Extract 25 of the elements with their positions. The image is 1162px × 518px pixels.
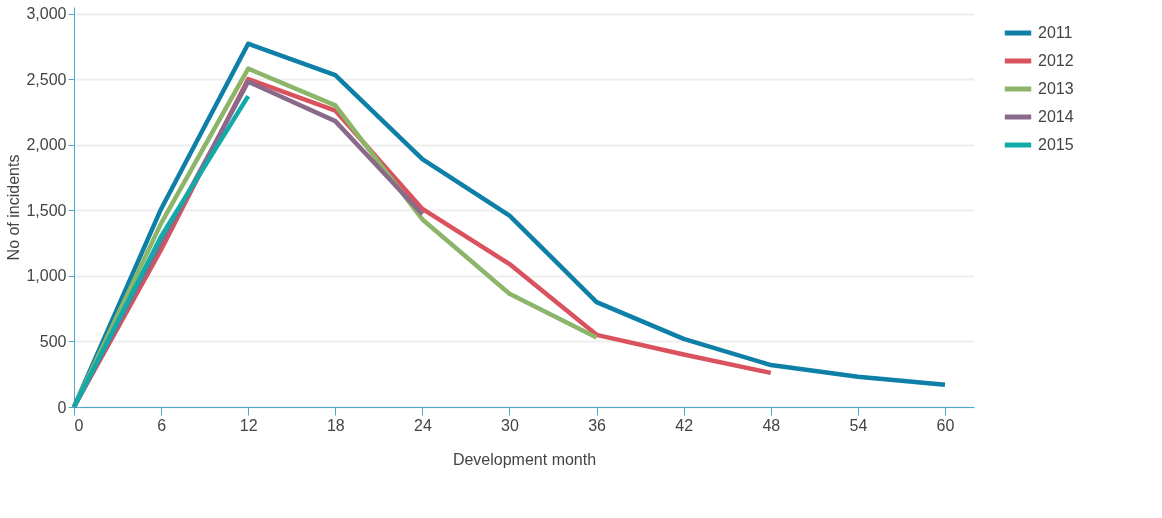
legend-label: 2013 bbox=[1038, 80, 1074, 97]
x-tick-label: 60 bbox=[936, 416, 955, 434]
x-tick-label: 18 bbox=[326, 416, 345, 434]
x-tick-label: 6 bbox=[157, 416, 167, 434]
y-tick-label: 1,500 bbox=[26, 201, 67, 219]
x-tick-label: 36 bbox=[588, 416, 607, 434]
x-tick-label: 30 bbox=[501, 416, 519, 434]
x-tick-label: 54 bbox=[849, 416, 868, 434]
x-tick-label: 42 bbox=[675, 416, 694, 434]
y-tick-label: 2,000 bbox=[26, 136, 67, 154]
y-tick-label: 3,000 bbox=[26, 5, 67, 23]
x-tick-label: 0 bbox=[74, 416, 84, 434]
legend-label: 2011 bbox=[1038, 24, 1073, 41]
x-tick-label: 12 bbox=[239, 416, 258, 434]
y-tick-label: 1,000 bbox=[26, 267, 67, 285]
x-axis-title: Development month bbox=[452, 450, 597, 468]
legend-label: 2015 bbox=[1038, 136, 1074, 153]
legend-label: 2014 bbox=[1038, 108, 1074, 125]
y-axis-title: No of incidents bbox=[5, 154, 23, 261]
x-tick-label: 24 bbox=[413, 416, 432, 434]
y-tick-label: 0 bbox=[57, 398, 67, 416]
legend-label: 2012 bbox=[1038, 52, 1074, 69]
x-tick-label: 48 bbox=[762, 416, 781, 434]
y-tick-label: 2,500 bbox=[26, 70, 67, 88]
y-tick-label: 500 bbox=[39, 332, 67, 350]
